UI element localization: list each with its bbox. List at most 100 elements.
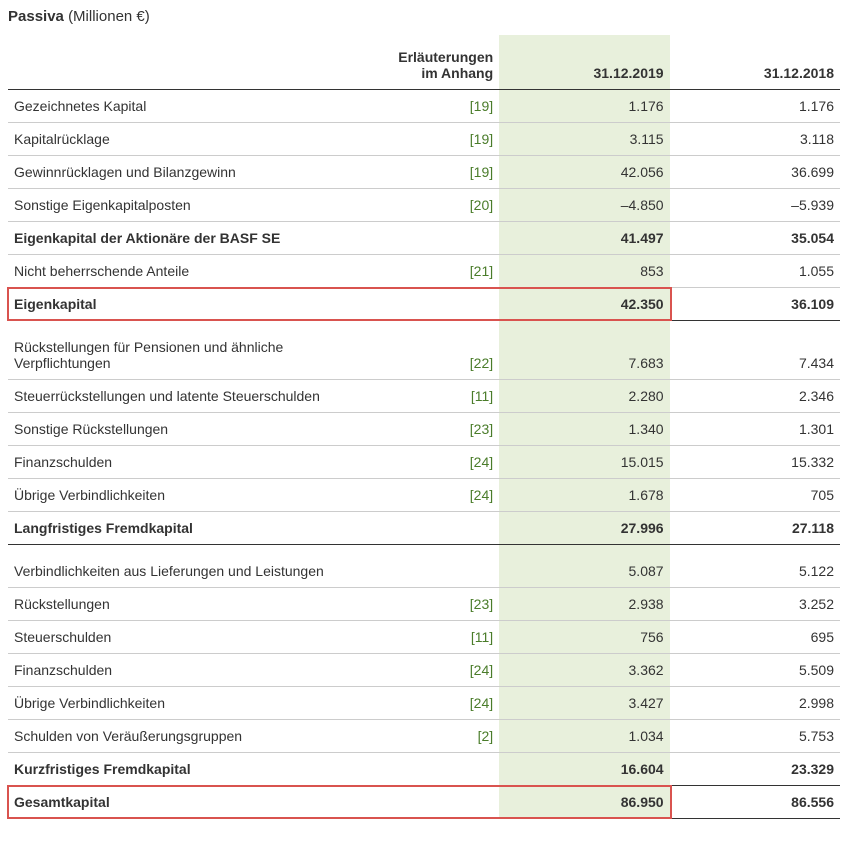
table-row: Finanzschulden[24]3.3625.509 <box>8 654 840 687</box>
table-row: Sonstige Rückstellungen[23]1.3401.301 <box>8 413 840 446</box>
table-row: Verbindlichkeiten aus Lieferungen und Le… <box>8 555 840 588</box>
row-value-2018: –5.939 <box>670 189 840 222</box>
row-label: Steuerrückstellungen und latente Steuers… <box>8 380 389 413</box>
row-value-2018: 23.329 <box>670 753 840 786</box>
table-row: Nicht beherrschende Anteile[21]8531.055 <box>8 255 840 288</box>
row-label: Gewinnrücklagen und Bilanzgewinn <box>8 156 389 189</box>
table-row: Langfristiges Fremdkapital 27.99627.118 <box>8 512 840 545</box>
row-label: Übrige Verbindlichkeiten <box>8 479 389 512</box>
row-value-2018: 15.332 <box>670 446 840 479</box>
row-label: Übrige Verbindlichkeiten <box>8 687 389 720</box>
row-label: Finanzschulden <box>8 654 389 687</box>
row-note <box>389 555 499 588</box>
row-note: [24] <box>389 446 499 479</box>
row-value-2019: 42.056 <box>499 156 669 189</box>
row-value-2019: 756 <box>499 621 669 654</box>
row-value-2018: 1.301 <box>670 413 840 446</box>
row-value-2019: 86.950 <box>499 786 669 819</box>
title-bold: Passiva <box>8 8 64 25</box>
row-value-2018: 1.055 <box>670 255 840 288</box>
row-label: Gezeichnetes Kapital <box>8 90 389 123</box>
row-note <box>389 222 499 255</box>
table-body: Gezeichnetes Kapital[19]1.1761.176Kapita… <box>8 90 840 819</box>
row-note <box>389 288 499 321</box>
row-label: Gesamtkapital <box>8 786 389 819</box>
row-label: Kurzfristiges Fremdkapital <box>8 753 389 786</box>
table-row: Finanzschulden[24]15.01515.332 <box>8 446 840 479</box>
row-label: Sonstige Rückstellungen <box>8 413 389 446</box>
table-row: Sonstige Eigenkapitalposten[20]–4.850–5.… <box>8 189 840 222</box>
table-row: Gewinnrücklagen und Bilanzgewinn[19]42.0… <box>8 156 840 189</box>
row-value-2018: 695 <box>670 621 840 654</box>
row-value-2018: 2.998 <box>670 687 840 720</box>
row-note: [22] <box>389 331 499 380</box>
row-value-2018: 35.054 <box>670 222 840 255</box>
table-row: Eigenkapital der Aktionäre der BASF SE 41… <box>8 222 840 255</box>
table-row: Steuerrückstellungen und latente Steuers… <box>8 380 840 413</box>
table-row: Steuerschulden[11]756695 <box>8 621 840 654</box>
row-value-2018: 3.252 <box>670 588 840 621</box>
row-note: [19] <box>389 156 499 189</box>
row-value-2018: 3.118 <box>670 123 840 156</box>
row-value-2019: 1.340 <box>499 413 669 446</box>
spacer-row <box>8 545 840 556</box>
row-value-2019: 42.350 <box>499 288 669 321</box>
row-label: Eigenkapital der Aktionäre der BASF SE <box>8 222 389 255</box>
row-value-2018: 86.556 <box>670 786 840 819</box>
table-row: Rückstellungen[23]2.9383.252 <box>8 588 840 621</box>
row-label: Steuerschulden <box>8 621 389 654</box>
row-value-2019: 1.678 <box>499 479 669 512</box>
row-value-2018: 1.176 <box>670 90 840 123</box>
table-row: Gesamtkapital 86.95086.556 <box>8 786 840 819</box>
row-label: Eigenkapital <box>8 288 389 321</box>
table-row: Eigenkapital 42.35036.109 <box>8 288 840 321</box>
row-value-2019: 1.176 <box>499 90 669 123</box>
row-value-2019: 3.427 <box>499 687 669 720</box>
row-note: [23] <box>389 413 499 446</box>
row-label: Nicht beherrschende Anteile <box>8 255 389 288</box>
table-row: Kapitalrücklage[19]3.1153.118 <box>8 123 840 156</box>
row-note: [19] <box>389 90 499 123</box>
row-value-2019: 41.497 <box>499 222 669 255</box>
row-value-2019: –4.850 <box>499 189 669 222</box>
spacer-row <box>8 321 840 332</box>
row-value-2018: 5.753 <box>670 720 840 753</box>
table-row: Gezeichnetes Kapital[19]1.1761.176 <box>8 90 840 123</box>
row-note <box>389 512 499 545</box>
row-value-2018: 7.434 <box>670 331 840 380</box>
table-title: Passiva (Millionen €) <box>8 8 840 25</box>
row-value-2019: 5.087 <box>499 555 669 588</box>
row-value-2018: 27.118 <box>670 512 840 545</box>
row-value-2019: 27.996 <box>499 512 669 545</box>
row-label: Rückstellungen für Pensionen und ähnlich… <box>8 331 389 380</box>
row-value-2019: 1.034 <box>499 720 669 753</box>
row-value-2019: 15.015 <box>499 446 669 479</box>
row-note: [19] <box>389 123 499 156</box>
row-note: [24] <box>389 687 499 720</box>
header-2019: 31.12.2019 <box>499 35 669 90</box>
row-value-2018: 36.699 <box>670 156 840 189</box>
row-label: Rückstellungen <box>8 588 389 621</box>
table-row: Rückstellungen für Pensionen und ähnlich… <box>8 331 840 380</box>
row-note: [24] <box>389 654 499 687</box>
row-note: [24] <box>389 479 499 512</box>
row-value-2019: 7.683 <box>499 331 669 380</box>
passiva-table: Erläuterungen im Anhang 31.12.2019 31.12… <box>8 35 840 819</box>
row-note: [23] <box>389 588 499 621</box>
row-value-2018: 5.509 <box>670 654 840 687</box>
row-note: [21] <box>389 255 499 288</box>
row-label: Langfristiges Fremdkapital <box>8 512 389 545</box>
row-note: [2] <box>389 720 499 753</box>
row-value-2019: 853 <box>499 255 669 288</box>
row-value-2018: 36.109 <box>670 288 840 321</box>
row-value-2019: 16.604 <box>499 753 669 786</box>
row-label: Kapitalrücklage <box>8 123 389 156</box>
row-label: Finanzschulden <box>8 446 389 479</box>
row-label: Schulden von Veräußerungsgruppen <box>8 720 389 753</box>
row-note: [11] <box>389 380 499 413</box>
header-notes: Erläuterungen im Anhang <box>389 35 499 90</box>
row-note <box>389 753 499 786</box>
table-row: Übrige Verbindlichkeiten[24]1.678705 <box>8 479 840 512</box>
row-note: [20] <box>389 189 499 222</box>
row-value-2019: 2.938 <box>499 588 669 621</box>
